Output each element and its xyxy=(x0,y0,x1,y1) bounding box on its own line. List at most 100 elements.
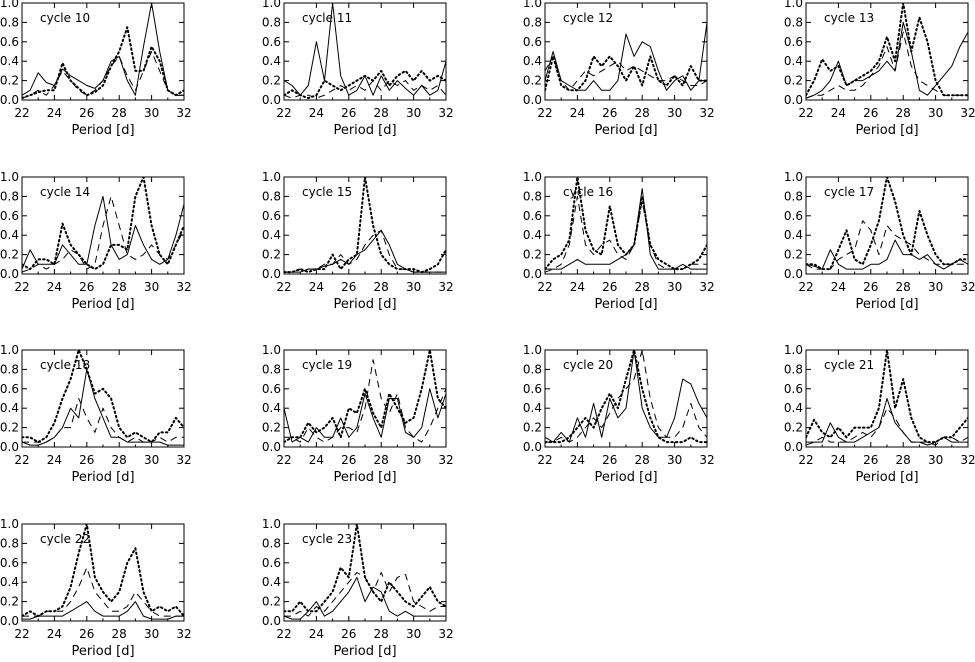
x-tick-label: 32 xyxy=(438,106,453,120)
y-tick-label: 0.0 xyxy=(523,267,542,281)
x-tick-label: 30 xyxy=(928,106,943,120)
y-tick-label: 1.0 xyxy=(262,0,281,10)
y-tick-label: 1.0 xyxy=(0,170,19,184)
x-tick-label: 32 xyxy=(176,453,191,467)
series-line-solid xyxy=(284,388,446,443)
panel-14: 22 24 26 28 30 32 0.0 0.2 0.4 0.6 0.8 1.0 cycle 23 Pe… xyxy=(262,517,454,659)
y-tick-label: 0.8 xyxy=(0,362,19,376)
x-tick-label: 32 xyxy=(699,106,714,120)
x-axis-label: Period [d] xyxy=(333,470,396,485)
series-line-dashed xyxy=(545,350,707,443)
series-line-solid xyxy=(284,576,446,620)
x-tick-label: 26 xyxy=(79,453,94,467)
y-tick-label: 0.2 xyxy=(262,74,281,88)
y-tick-label: 0.4 xyxy=(262,401,281,415)
panel-9: 22 24 26 28 30 32 0.0 0.2 0.4 0.6 0.8 1.0 cycle 18 Pe… xyxy=(0,343,192,485)
series-line-dotted xyxy=(806,3,968,97)
series-line-dotted xyxy=(22,350,184,444)
x-tick-label: 26 xyxy=(863,106,878,120)
x-axis-label: Period [d] xyxy=(855,297,918,312)
series-line-dotted xyxy=(284,69,446,100)
panel-title: cycle 22 xyxy=(40,532,90,546)
y-tick-label: 1.0 xyxy=(784,343,803,357)
x-tick-label: 28 xyxy=(112,627,127,641)
x-tick-label: 30 xyxy=(667,453,682,467)
x-tick-label: 26 xyxy=(341,280,356,294)
panel-1: 22 24 26 28 30 32 0.0 0.2 0.4 0.6 0.8 1.0 cycle 10 Pe… xyxy=(0,0,192,138)
y-tick-label: 1.0 xyxy=(262,343,281,357)
y-tick-label: 0.6 xyxy=(523,209,542,223)
x-tick-label: 24 xyxy=(47,627,62,641)
series-line-solid xyxy=(545,22,707,91)
x-tick-label: 22 xyxy=(14,453,29,467)
series-line-dashed xyxy=(806,31,968,99)
y-tick-label: 0.4 xyxy=(262,228,281,242)
y-tick-label: 0.6 xyxy=(262,556,281,570)
series-line-dotted xyxy=(22,177,184,271)
y-tick-label: 0.8 xyxy=(523,362,542,376)
series-line-dashed xyxy=(284,572,446,617)
x-tick-label: 32 xyxy=(960,453,975,467)
y-tick-label: 0.4 xyxy=(0,54,19,68)
panel-10: 22 24 26 28 30 32 0.0 0.2 0.4 0.6 0.8 1.0 cycle 19 Pe… xyxy=(262,343,454,485)
panel-title: cycle 21 xyxy=(824,358,874,372)
series-line-dotted xyxy=(545,350,707,444)
x-tick-label: 22 xyxy=(14,280,29,294)
x-tick-label: 28 xyxy=(112,280,127,294)
panel-title: cycle 16 xyxy=(563,185,613,199)
y-tick-label: 0.6 xyxy=(784,382,803,396)
x-tick-label: 28 xyxy=(896,453,911,467)
series-line-solid xyxy=(284,229,446,273)
y-tick-label: 0.0 xyxy=(262,440,281,454)
x-tick-label: 22 xyxy=(14,627,29,641)
panel-title: cycle 12 xyxy=(563,11,613,25)
x-tick-label: 32 xyxy=(699,280,714,294)
x-axis-label: Period [d] xyxy=(594,470,657,485)
y-tick-label: 0.2 xyxy=(0,595,19,609)
x-tick-label: 28 xyxy=(635,453,650,467)
y-tick-label: 0.0 xyxy=(262,614,281,628)
y-tick-label: 0.2 xyxy=(262,421,281,435)
series-line-dotted xyxy=(22,26,184,100)
x-tick-label: 24 xyxy=(47,106,62,120)
panel-6: 22 24 26 28 30 32 0.0 0.2 0.4 0.6 0.8 1.0 cycle 15 Pe… xyxy=(262,170,454,312)
x-tick-label: 22 xyxy=(798,106,813,120)
x-tick-label: 24 xyxy=(309,453,324,467)
series-line-dashed xyxy=(284,359,446,443)
y-tick-label: 0.6 xyxy=(0,382,19,396)
series-line-solid xyxy=(806,239,968,270)
x-tick-label: 30 xyxy=(144,627,159,641)
series-line-solid xyxy=(806,21,968,99)
series-line-solid xyxy=(545,350,707,443)
x-tick-label: 26 xyxy=(341,627,356,641)
x-axis-label: Period [d] xyxy=(855,470,918,485)
y-tick-label: 1.0 xyxy=(0,0,19,10)
x-axis-label: Period [d] xyxy=(71,123,134,138)
y-tick-label: 0.2 xyxy=(784,421,803,435)
y-tick-label: 0.8 xyxy=(262,189,281,203)
series-line-dotted xyxy=(284,524,446,613)
series-line-dotted xyxy=(806,177,968,271)
series-line-dashed xyxy=(22,195,184,273)
x-tick-label: 30 xyxy=(144,106,159,120)
y-tick-label: 0.2 xyxy=(523,248,542,262)
y-tick-label: 0.8 xyxy=(784,189,803,203)
y-tick-label: 0.4 xyxy=(0,228,19,242)
panel-title: cycle 18 xyxy=(40,358,90,372)
y-tick-label: 0.2 xyxy=(262,248,281,262)
y-tick-label: 0.6 xyxy=(523,35,542,49)
x-tick-label: 32 xyxy=(176,280,191,294)
x-tick-label: 26 xyxy=(79,280,94,294)
panel-title: cycle 20 xyxy=(563,358,613,372)
y-tick-label: 0.4 xyxy=(784,54,803,68)
series-line-solid xyxy=(545,188,707,270)
y-tick-label: 0.8 xyxy=(523,189,542,203)
y-tick-label: 1.0 xyxy=(784,170,803,184)
x-tick-label: 24 xyxy=(47,280,62,294)
y-tick-label: 0.8 xyxy=(0,189,19,203)
y-tick-label: 1.0 xyxy=(262,170,281,184)
x-tick-label: 24 xyxy=(309,280,324,294)
y-tick-label: 0.0 xyxy=(0,614,19,628)
series-line-dotted xyxy=(545,177,707,271)
